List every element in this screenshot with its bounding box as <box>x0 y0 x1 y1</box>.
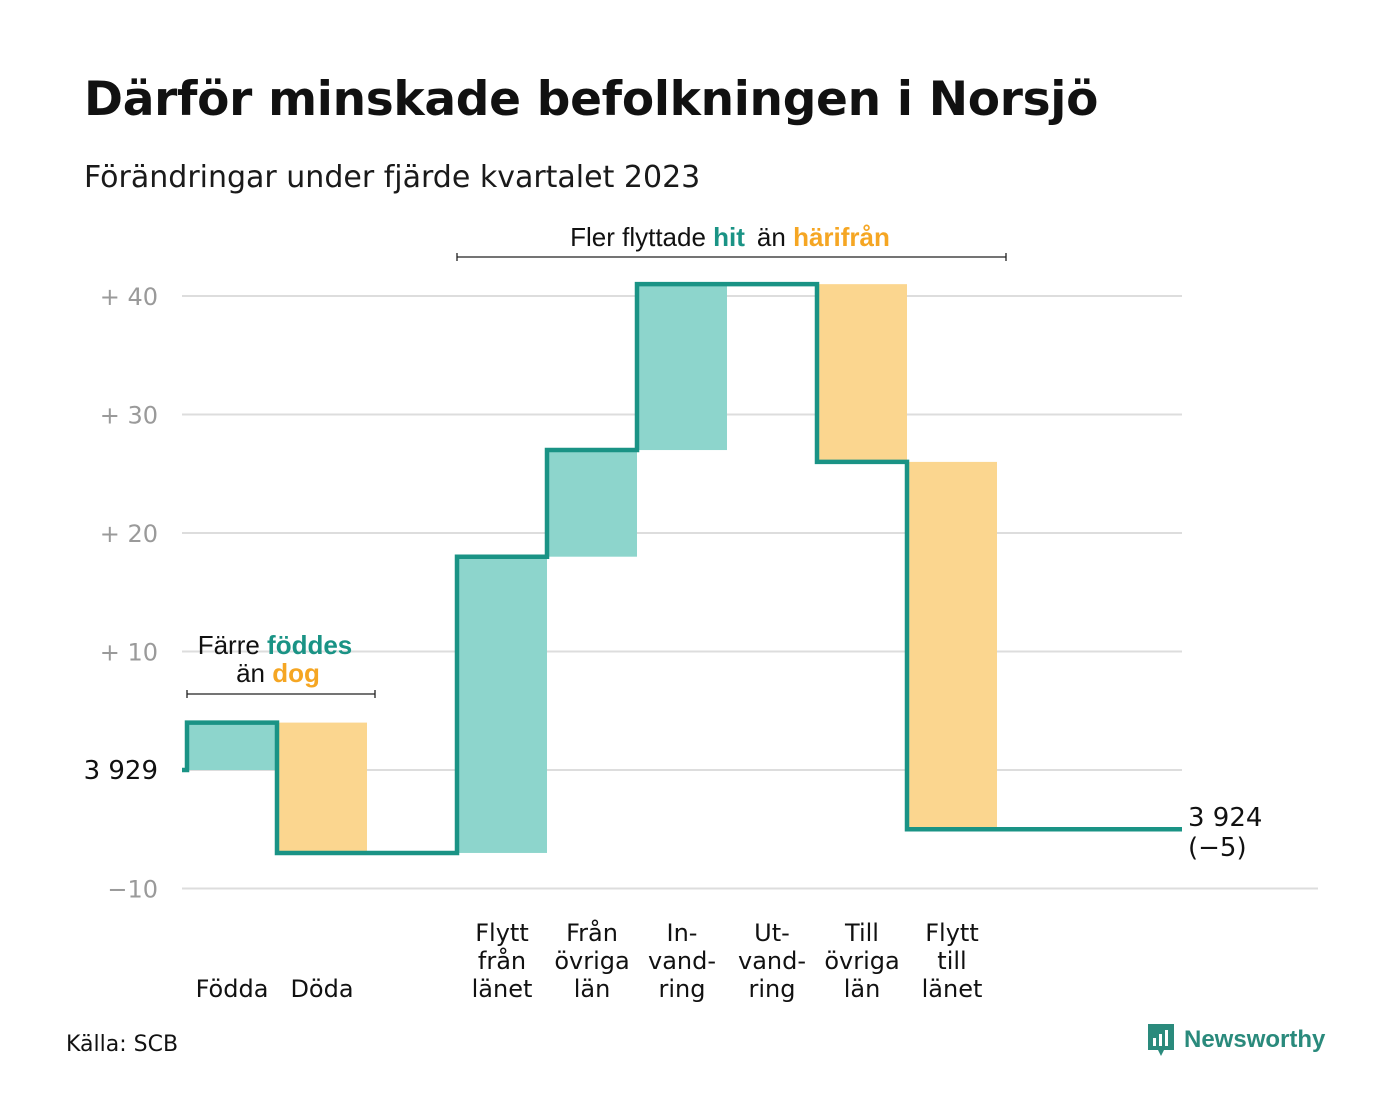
y-tick-label: + 30 <box>100 402 158 430</box>
births-text-b: föddes <box>267 630 352 660</box>
migration-text-b: hit <box>713 222 745 252</box>
running-total-line <box>182 281 1182 856</box>
source-note: Källa: SCB <box>66 1032 179 1057</box>
bar-outflow <box>277 722 367 853</box>
x-category-label: Till <box>844 919 879 947</box>
brand-name: Newsworthy <box>1184 1026 1326 1053</box>
bar-inflow <box>637 284 727 451</box>
y-tick-label: + 10 <box>100 639 158 667</box>
svg-text:än dog: än dog <box>236 658 320 688</box>
x-category-label: In- <box>667 919 698 947</box>
bar-outflow <box>817 284 907 462</box>
x-category-label: länet <box>922 975 983 1003</box>
births-text-c: än <box>236 658 272 688</box>
births-text-a: Färre <box>198 630 267 660</box>
newsworthy-logo-icon <box>1148 1024 1174 1056</box>
end-value-label: 3 924 <box>1188 803 1262 833</box>
migration-annotation: Fler flyttade hit än härifrån <box>456 222 1007 261</box>
x-category-label: övriga <box>824 947 899 975</box>
x-category-label: Från <box>566 918 618 947</box>
chart-subtitle: Förändringar under fjärde kvartalet 2023 <box>84 160 701 195</box>
births-bracket <box>186 690 376 698</box>
migration-text-d: härifrån <box>793 222 890 252</box>
x-axis-labels: Födda DödaFlyttfrånlänetFrånövrigalänIn-v… <box>196 918 983 1003</box>
bar-outflow <box>907 461 997 830</box>
bar-inflow <box>547 450 637 557</box>
x-category-label: länet <box>472 975 533 1003</box>
x-category-label: från <box>478 946 526 975</box>
x-category-label: övriga <box>554 947 629 975</box>
bars <box>187 284 997 853</box>
y-axis-ticks: + 40 + 30 + 20 + 10 3 929 −10 <box>84 283 158 904</box>
x-category-label: Födda <box>196 975 269 1003</box>
chart-title: Därför minskade befolkningen i Norsjö <box>84 72 1099 127</box>
births-text-d: dog <box>272 658 320 688</box>
svg-text:Färre föddes: Färre föddes <box>198 630 353 660</box>
x-category-label: ring <box>749 975 796 1003</box>
x-category-label: vand- <box>648 947 716 975</box>
x-category-label: till <box>937 947 966 975</box>
bar-inflow <box>457 556 547 853</box>
x-category-label: län <box>844 975 881 1003</box>
migration-text-a: Fler flyttade <box>570 222 713 252</box>
x-category-label: Döda <box>290 975 353 1003</box>
x-category-label: län <box>574 975 611 1003</box>
y-tick-label: + 40 <box>100 283 158 311</box>
y-tick-label: + 20 <box>100 520 158 548</box>
x-category-label: vand- <box>738 947 806 975</box>
x-category-label: ring <box>659 975 706 1003</box>
x-category-label: Flytt <box>475 919 529 947</box>
bar-inflow <box>187 722 277 770</box>
end-change-label: (−5) <box>1188 833 1247 863</box>
migration-bracket <box>456 253 1007 261</box>
x-category-label: Flytt <box>925 919 979 947</box>
x-category-label: Ut- <box>754 919 790 947</box>
migration-text-c: än <box>757 222 793 252</box>
y-tick-label: −10 <box>107 876 158 904</box>
y-tick-label: 3 929 <box>84 756 158 786</box>
brand-logo: Newsworthy <box>1146 1022 1325 1058</box>
births-annotation: Färre föddes än dog <box>186 630 376 698</box>
